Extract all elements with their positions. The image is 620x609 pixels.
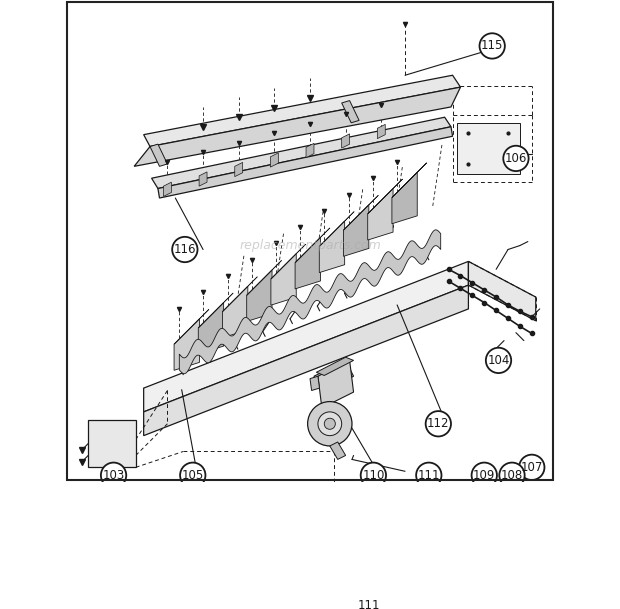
Circle shape (180, 463, 205, 488)
Polygon shape (295, 228, 330, 262)
Polygon shape (343, 205, 369, 256)
Text: 111: 111 (358, 599, 381, 609)
Circle shape (486, 348, 511, 373)
Circle shape (172, 237, 198, 262)
Polygon shape (392, 172, 417, 224)
Polygon shape (164, 182, 171, 197)
Polygon shape (179, 230, 441, 374)
Polygon shape (134, 87, 461, 166)
Polygon shape (314, 361, 353, 392)
Circle shape (361, 463, 386, 488)
Polygon shape (392, 163, 427, 198)
Text: 110: 110 (362, 469, 384, 482)
Polygon shape (271, 254, 296, 305)
Polygon shape (235, 163, 242, 177)
Circle shape (324, 418, 335, 429)
Circle shape (101, 463, 126, 488)
Text: 115: 115 (481, 40, 503, 52)
Polygon shape (368, 179, 402, 214)
Polygon shape (318, 361, 353, 408)
Polygon shape (199, 172, 207, 186)
Text: 116: 116 (174, 243, 196, 256)
Polygon shape (174, 319, 200, 370)
Polygon shape (144, 76, 461, 147)
Polygon shape (223, 286, 248, 338)
Text: 108: 108 (501, 469, 523, 482)
Polygon shape (319, 211, 354, 247)
Circle shape (499, 463, 525, 488)
Polygon shape (378, 124, 385, 139)
Polygon shape (88, 420, 136, 467)
Circle shape (519, 455, 544, 480)
Text: 111: 111 (417, 469, 440, 482)
Polygon shape (469, 261, 536, 321)
Polygon shape (150, 144, 167, 166)
Polygon shape (330, 442, 345, 459)
Text: replacementparts.com: replacementparts.com (239, 239, 381, 252)
Polygon shape (306, 143, 314, 158)
Polygon shape (295, 238, 321, 289)
Polygon shape (271, 244, 306, 279)
Polygon shape (368, 189, 393, 240)
Text: 106: 106 (505, 152, 527, 165)
Text: 112: 112 (427, 417, 450, 431)
Polygon shape (198, 303, 224, 354)
Polygon shape (342, 100, 359, 123)
Polygon shape (223, 276, 257, 312)
Circle shape (318, 412, 342, 435)
Circle shape (426, 411, 451, 437)
Polygon shape (343, 195, 378, 230)
Polygon shape (144, 285, 469, 435)
Text: 105: 105 (182, 469, 204, 482)
Polygon shape (247, 261, 281, 295)
Polygon shape (158, 127, 453, 198)
Polygon shape (144, 261, 469, 412)
Polygon shape (342, 134, 350, 148)
Text: 107: 107 (521, 461, 543, 474)
Polygon shape (198, 293, 233, 328)
Polygon shape (319, 221, 345, 273)
Text: 104: 104 (487, 354, 510, 367)
Polygon shape (174, 309, 209, 344)
Text: 109: 109 (473, 469, 495, 482)
Polygon shape (247, 270, 272, 322)
Circle shape (356, 593, 382, 609)
Circle shape (416, 463, 441, 488)
Circle shape (479, 33, 505, 58)
Text: 103: 103 (102, 469, 125, 482)
Polygon shape (316, 357, 353, 375)
Polygon shape (151, 117, 451, 189)
Polygon shape (456, 123, 520, 174)
Polygon shape (270, 153, 278, 167)
Circle shape (472, 463, 497, 488)
Circle shape (503, 146, 529, 171)
Polygon shape (310, 376, 319, 390)
Circle shape (308, 401, 352, 446)
